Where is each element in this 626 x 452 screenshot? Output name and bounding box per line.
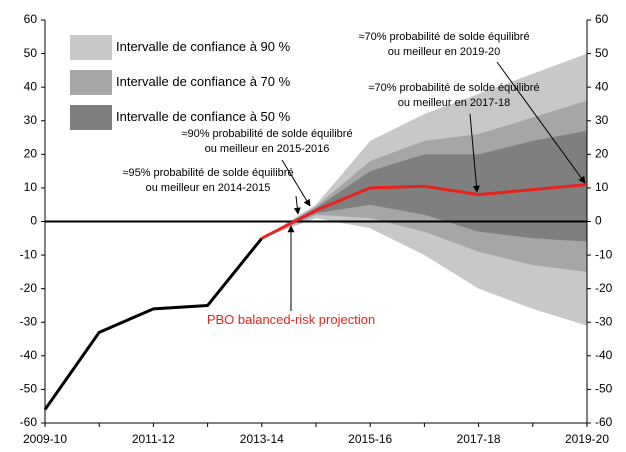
y-tick-label: 40 <box>24 79 38 93</box>
annotation-line: ≈70% probabilité de solde équilibré <box>368 82 539 94</box>
annotation-arrow <box>293 195 301 215</box>
y2-tick-label: 50 <box>595 46 609 60</box>
y-tick-label: 10 <box>24 180 38 194</box>
annotation: ≈90% probabilité de solde équilibré ou me… <box>181 128 352 155</box>
y-tick-label: 0 <box>30 214 37 228</box>
y-tick-label: 50 <box>24 46 38 60</box>
legend-label: Intervalle de confiance à 90 % <box>116 39 291 54</box>
annotation-line: ou meilleur en 2019-20 <box>388 46 501 58</box>
legend-swatch <box>70 105 112 130</box>
legend-swatch <box>70 70 112 95</box>
y2-tick-label: 10 <box>595 180 609 194</box>
annotation-line: ou meilleur en 2015-2016 <box>205 143 330 155</box>
y2-tick-label: -40 <box>595 348 613 362</box>
x-tick-label: 2013-14 <box>240 432 284 446</box>
y2-tick-label: -30 <box>595 314 613 328</box>
y-tick-label: -60 <box>20 415 38 429</box>
annotation-arrow <box>281 159 311 207</box>
legend-swatch <box>70 35 112 60</box>
y2-tick-label: 60 <box>595 12 609 26</box>
y-tick-label: -10 <box>20 247 38 261</box>
y2-tick-label: -50 <box>595 382 613 396</box>
y-tick-label: -50 <box>20 382 38 396</box>
x-tick-label: 2015-16 <box>348 432 392 446</box>
annotation: ≈70% probabilité de solde équilibré ou me… <box>368 82 539 109</box>
y-tick-label: 30 <box>24 113 38 127</box>
annotation-line: ou meilleur en 2014-2015 <box>146 182 271 194</box>
line-series <box>261 183 588 240</box>
y-tick-label: -20 <box>20 281 38 295</box>
annotation: ≈95% probabilité de solde équilibré ou me… <box>122 167 293 194</box>
annotation: PBO balanced-risk projection <box>207 312 375 327</box>
annotation-line: ≈95% probabilité de solde équilibré <box>122 167 293 179</box>
y-tick-label: -40 <box>20 348 38 362</box>
y2-tick-label: 40 <box>595 79 609 93</box>
line-series <box>43 237 263 411</box>
y2-tick-label: -60 <box>595 415 613 429</box>
y2-tick-label: -20 <box>595 281 613 295</box>
annotation-arrow <box>496 61 586 184</box>
legend-label: Intervalle de confiance à 70 % <box>116 74 291 89</box>
y-tick-label: -30 <box>20 314 38 328</box>
y2-tick-label: 20 <box>595 147 609 161</box>
y2-tick-label: 30 <box>595 113 609 127</box>
annotation-arrow <box>469 113 480 193</box>
annotation: ≈70% probabilité de solde équilibré ou me… <box>358 31 529 58</box>
annotation-line: ≈70% probabilité de solde équilibré <box>358 31 529 43</box>
y2-tick-label: -10 <box>595 247 613 261</box>
annotation-line: ≈90% probabilité de solde équilibré <box>181 128 352 140</box>
y-tick-label: 60 <box>24 12 38 26</box>
x-tick-label: 2019-20 <box>565 432 609 446</box>
x-tick-label: 2017-18 <box>457 432 501 446</box>
x-tick-label: 2011-12 <box>132 432 175 446</box>
y2-tick-label: 0 <box>595 214 602 228</box>
x-tick-label: 2009-10 <box>23 432 67 446</box>
legend-label: Intervalle de confiance à 50 % <box>116 109 291 124</box>
annotation-line: PBO balanced-risk projection <box>207 312 375 327</box>
y-tick-label: 20 <box>24 147 38 161</box>
annotation-line: ou meilleur en 2017-18 <box>398 97 511 109</box>
